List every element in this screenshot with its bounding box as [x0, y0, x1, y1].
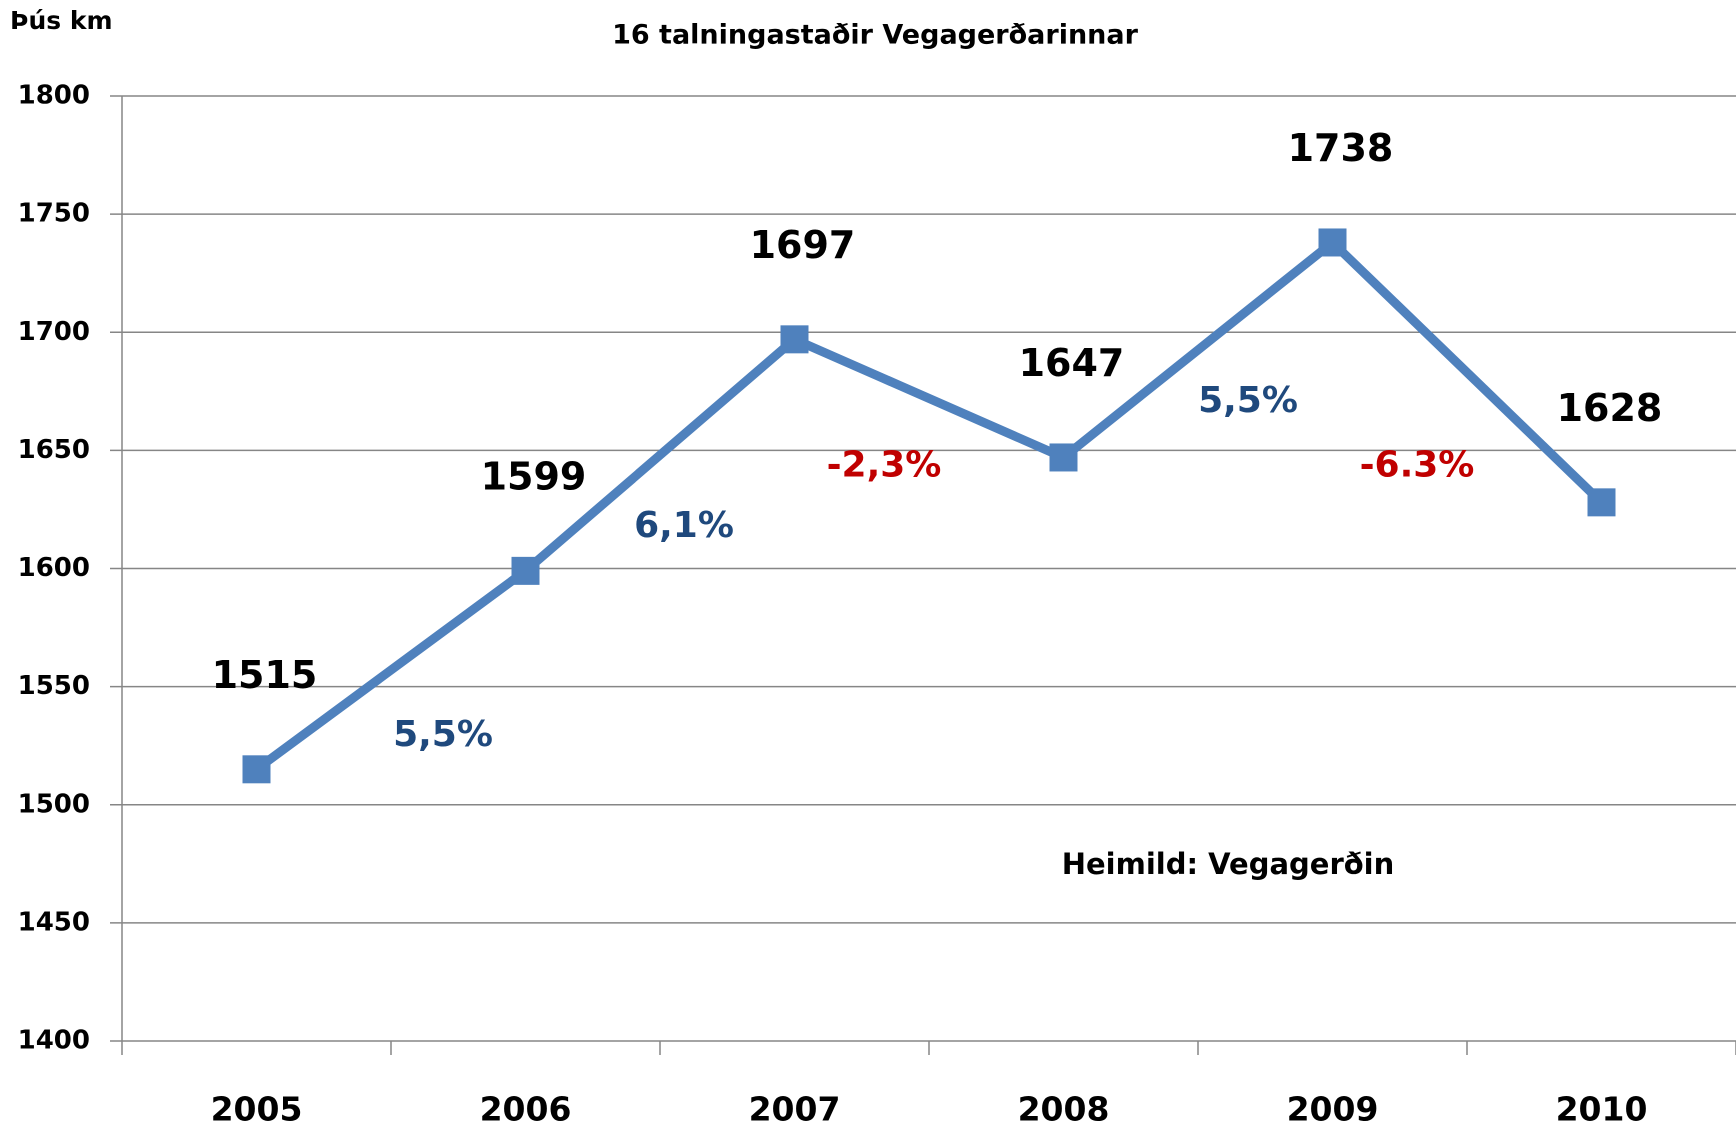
y-tick-label: 1750 — [18, 199, 90, 229]
marker — [1049, 443, 1078, 472]
y-tick-label: 1400 — [18, 1026, 90, 1056]
y-tick-label: 1800 — [18, 81, 90, 111]
x-tick-label: 2006 — [480, 1090, 572, 1129]
y-tick-label: 1600 — [18, 553, 90, 583]
y-tick-label: 1650 — [18, 435, 90, 465]
x-tick-label: 2010 — [1556, 1090, 1648, 1129]
value-label: 1697 — [750, 223, 856, 267]
value-label: 1628 — [1557, 386, 1663, 430]
change-label: 6,1% — [634, 505, 734, 546]
y-axis-label: Þús km — [10, 6, 113, 35]
y-tick-label: 1500 — [18, 789, 90, 819]
change-label: -6.3% — [1360, 444, 1475, 485]
marker — [1587, 488, 1616, 517]
x-tick-label: 2005 — [211, 1090, 303, 1129]
x-tick-label: 2007 — [749, 1090, 841, 1129]
line — [253, 237, 1605, 773]
marker — [511, 556, 540, 585]
marker — [780, 325, 809, 354]
y-tick-label: 1700 — [18, 317, 90, 347]
value-label: 1647 — [1019, 341, 1125, 385]
value-label: 1599 — [481, 454, 587, 498]
y-tick-label: 1450 — [18, 907, 90, 937]
value-label: 1515 — [212, 653, 318, 697]
chart-subtitle: 16 talningastaðir Vegagerðarinnar — [612, 20, 1139, 51]
marker — [242, 755, 271, 784]
change-label: 5,5% — [393, 714, 493, 755]
value-label: 1738 — [1288, 126, 1394, 170]
marker — [1318, 228, 1347, 257]
source-note: Heimild: Vegagerðin — [1062, 847, 1395, 881]
y-tick-label: 1550 — [18, 671, 90, 701]
x-tick-label: 2009 — [1287, 1090, 1379, 1129]
change-label: -2,3% — [827, 444, 942, 485]
x-tick-label: 2008 — [1018, 1090, 1110, 1129]
change-label: 5,5% — [1198, 380, 1298, 421]
